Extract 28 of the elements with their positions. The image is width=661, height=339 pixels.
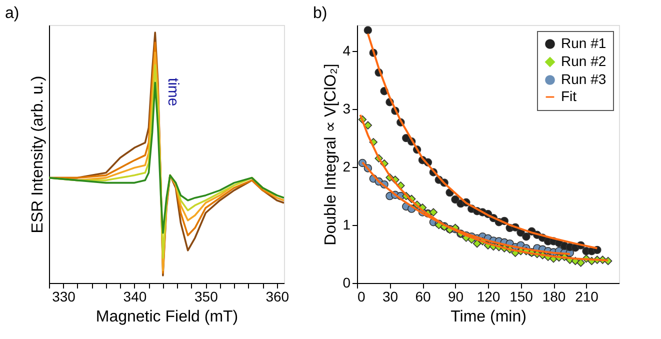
y-tick-label: 0: [342, 274, 351, 290]
y-tick-label: 1: [342, 216, 351, 233]
legend-label: Fit: [561, 88, 577, 104]
legend-label: Run #2: [561, 53, 606, 69]
y-axis-title: ESR Intensity (arb. u.): [30, 76, 46, 234]
x-tick-label: 90: [448, 288, 464, 304]
x-tick-label: 360: [266, 288, 290, 304]
annotation: time: [164, 78, 182, 106]
legend-label: Run #1: [561, 35, 606, 51]
x-tick-label: 180: [542, 288, 566, 304]
y-tick-label: 2: [342, 158, 351, 175]
y-tick-label: 4: [342, 42, 351, 59]
y-tick-label: 3: [342, 100, 351, 117]
x-tick-label: 330: [52, 288, 76, 304]
x-tick-label: 150: [510, 288, 534, 304]
x-tick-label: 30: [382, 288, 398, 304]
x-tick-label: 340: [123, 288, 147, 304]
y-axis-title: Double Integral ∝ V[ClO₂]: [322, 64, 340, 246]
x-tick-label: 120: [476, 288, 500, 304]
x-tick-label: 0: [358, 288, 366, 304]
chart-title: a): [5, 5, 20, 22]
x-tick-label: 350: [194, 288, 218, 304]
x-axis-title: Time (min): [450, 308, 526, 326]
x-tick-label: 60: [415, 288, 431, 304]
x-axis-title: Magnetic Field (mT): [96, 308, 238, 326]
x-tick-label: 210: [575, 288, 599, 304]
chart-title: b): [313, 4, 328, 22]
legend-label: Run #3: [561, 71, 606, 87]
